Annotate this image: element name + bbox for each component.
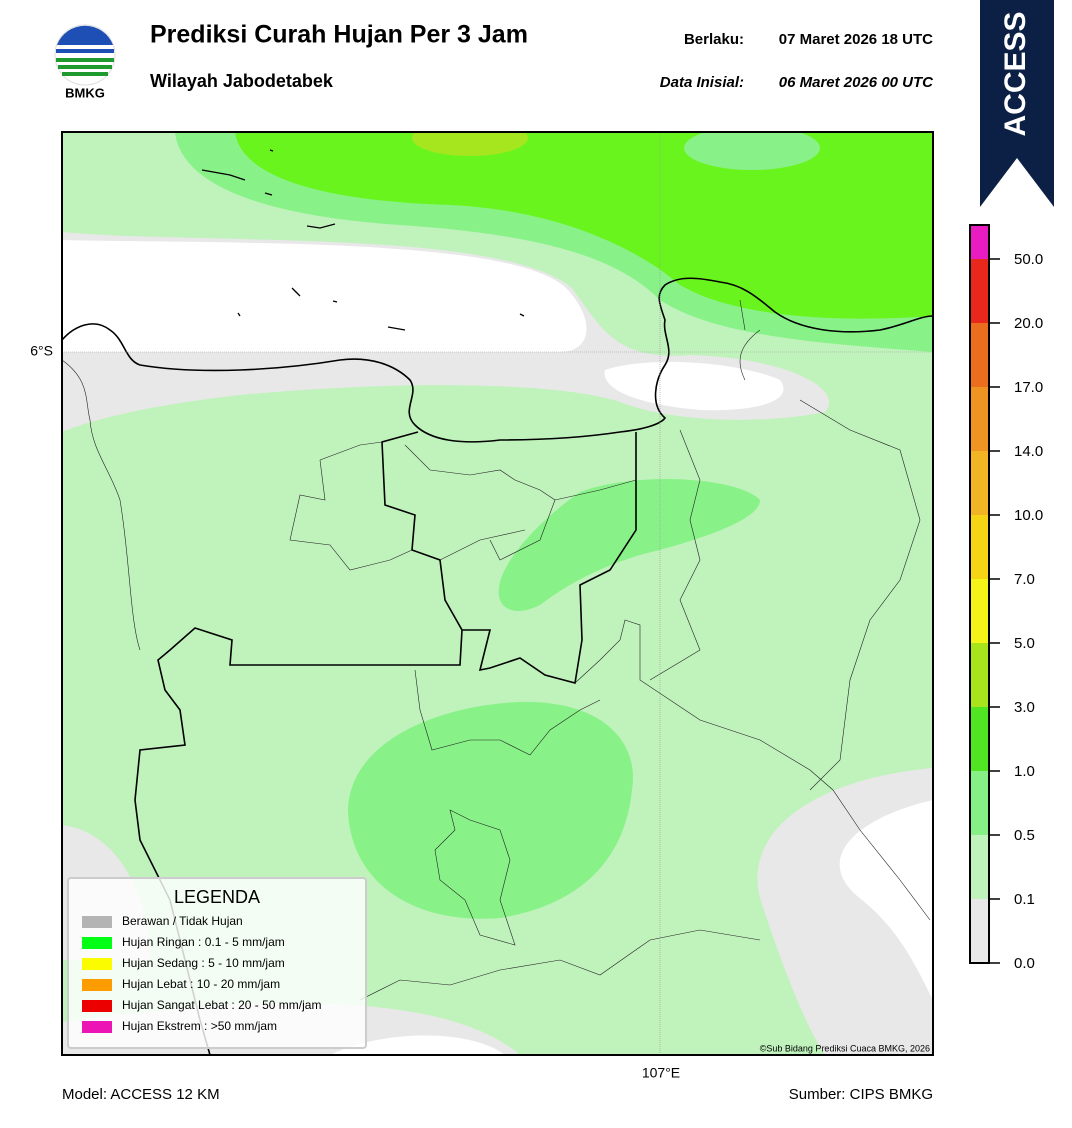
footer-model: Model: ACCESS 12 KM xyxy=(62,1086,220,1103)
legend: LEGENDA Berawan / Tidak Hujan Hujan Ringa… xyxy=(67,877,367,1049)
colorbar-segment xyxy=(970,451,989,515)
colorbar-label: 50.0 xyxy=(1014,251,1043,268)
rain-area xyxy=(235,132,933,319)
clear-area xyxy=(604,361,784,411)
clear-area xyxy=(839,800,933,1000)
colorbar-label: 1.0 xyxy=(1014,763,1035,780)
badge xyxy=(980,0,1054,207)
legend-swatch xyxy=(82,958,112,970)
islands xyxy=(201,149,525,331)
valid-value: 07 Maret 2026 18 UTC xyxy=(779,31,933,48)
colorbar-label: 7.0 xyxy=(1014,571,1035,588)
legend-title: LEGENDA xyxy=(174,887,260,907)
credit: ©Sub Bidang Prediksi Cuaca BMKG, 2026 xyxy=(760,1043,930,1053)
colorbar-segment xyxy=(970,771,989,835)
coastline xyxy=(62,277,933,443)
legend-label: Hujan Sedang : 5 - 10 mm/jam xyxy=(122,956,285,970)
legend-swatch xyxy=(82,916,112,928)
colorbar-label: 17.0 xyxy=(1014,379,1043,396)
colorbar-label: 3.0 xyxy=(1014,699,1035,716)
colorbar-segment xyxy=(970,835,989,899)
legend-label: Hujan Sangat Lebat : 20 - 50 mm/jam xyxy=(122,998,321,1012)
colorbar-segment xyxy=(970,707,989,771)
legend-swatch xyxy=(82,979,112,991)
colorbar-segment xyxy=(970,323,989,387)
rain-area xyxy=(348,701,634,919)
clear-area xyxy=(330,1035,505,1055)
colorbar-segment xyxy=(970,225,989,259)
subtitle: Wilayah Jabodetabek xyxy=(150,71,334,91)
badge-text: ACCESS xyxy=(999,11,1032,136)
colorbar-label: 0.1 xyxy=(1014,891,1035,908)
colorbar-segment xyxy=(970,643,989,707)
colorbar-label: 10.0 xyxy=(1014,507,1043,524)
colorbar-label: 20.0 xyxy=(1014,315,1043,332)
title: Prediksi Curah Hujan Per 3 Jam xyxy=(150,21,528,49)
colorbar-frame xyxy=(969,224,990,964)
colorbar-segment xyxy=(970,259,989,323)
legend-label: Berawan / Tidak Hujan xyxy=(122,914,243,928)
map-frame xyxy=(61,131,934,1056)
rain-area xyxy=(498,478,760,612)
colorbar: 0.0 0.1 0.5 1.0 3.0 5.0 7.0 10.0 14.0 17.0 20.0 50.… xyxy=(969,224,1043,972)
legend-label: Hujan Lebat : 10 - 20 mm/jam xyxy=(122,977,280,991)
colorbar-label: 14.0 xyxy=(1014,443,1043,460)
colorbar-segment xyxy=(970,579,989,643)
lat-label: 6°S xyxy=(30,343,53,359)
logo-text: BMKG xyxy=(65,85,105,100)
colorbar-segment xyxy=(970,387,989,451)
init-value: 06 Maret 2026 00 UTC xyxy=(779,74,934,91)
logo: BMKG xyxy=(54,24,116,100)
colorbar-segment xyxy=(970,515,989,579)
rain-area xyxy=(412,132,528,156)
valid-label: Berlaku: xyxy=(684,31,744,48)
clear-area xyxy=(62,240,587,352)
legend-label: Hujan Ringan : 0.1 - 5 mm/jam xyxy=(122,935,285,949)
legend-box xyxy=(67,877,367,1049)
legend-swatch xyxy=(82,1000,112,1012)
legend-swatch xyxy=(82,1021,112,1033)
colorbar-label: 0.5 xyxy=(1014,827,1035,844)
init-label: Data Inisial: xyxy=(660,74,744,91)
footer-source: Sumber: CIPS BMKG xyxy=(789,1086,933,1103)
colorbar-segment xyxy=(970,899,989,963)
legend-label: Hujan Ekstrem : >50 mm/jam xyxy=(122,1019,277,1033)
province-boundary xyxy=(462,432,637,685)
legend-swatch xyxy=(82,937,112,949)
lon-label: 107°E xyxy=(642,1065,680,1081)
colorbar-label: 0.0 xyxy=(1014,955,1035,972)
district-boundaries xyxy=(62,299,931,1001)
colorbar-label: 5.0 xyxy=(1014,635,1035,652)
rain-area xyxy=(684,132,820,170)
